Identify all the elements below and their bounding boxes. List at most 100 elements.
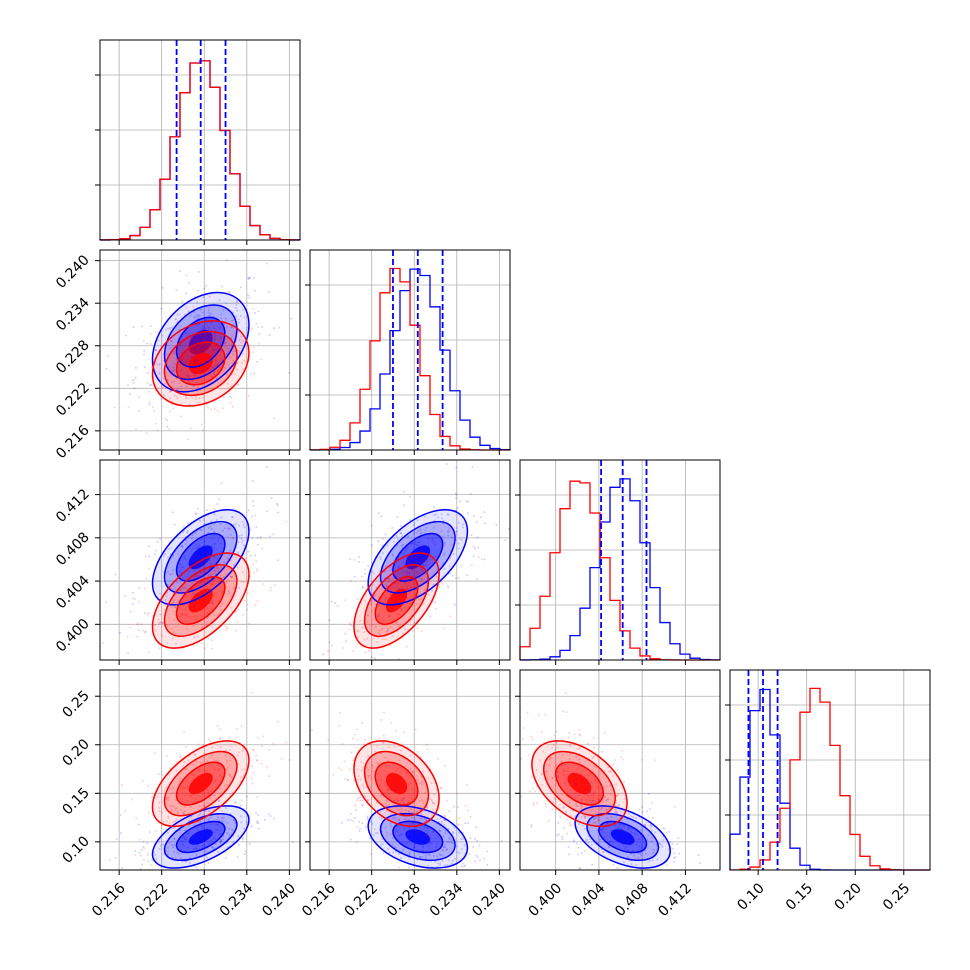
point-2-1-1-59 [390, 597, 393, 600]
point-2-1-0-108 [336, 605, 339, 608]
point-3-2-1-88 [602, 801, 605, 804]
point-3-1-0-164 [369, 837, 372, 840]
point-3-0-0-74 [243, 827, 246, 830]
point-3-2-0-242 [633, 854, 636, 857]
point-2-1-0-180 [425, 560, 428, 563]
point-3-1-0-212 [427, 854, 430, 857]
point-3-0-1-110 [217, 768, 220, 771]
point-1-0-0-100 [207, 327, 210, 330]
point-1-0-1-105 [170, 340, 173, 343]
point-3-1-0-197 [358, 830, 361, 833]
point-3-2-1-216 [592, 794, 595, 797]
point-3-0-1-235 [206, 759, 209, 762]
panel-0-0 [95, 39, 301, 245]
point-3-2-0-142 [640, 829, 643, 832]
point-3-2-1-234 [589, 799, 592, 802]
point-1-0-0-211 [234, 306, 237, 309]
point-3-1-1-114 [426, 806, 429, 809]
point-1-0-1-86 [154, 349, 157, 352]
point-3-1-0-101 [395, 829, 398, 832]
point-2-1-0-79 [408, 518, 411, 521]
point-3-2-0-39 [574, 796, 577, 799]
point-1-0-1-226 [195, 398, 198, 401]
point-3-2-1-227 [541, 772, 544, 775]
point-3-0-1-132 [167, 815, 170, 818]
point-3-1-1-190 [409, 767, 412, 770]
point-1-0-0-144 [235, 315, 238, 318]
point-3-2-1-30 [605, 785, 608, 788]
point-3-1-1-57 [369, 743, 372, 746]
point-1-0-0-250 [209, 368, 212, 371]
point-2-0-1-16 [272, 533, 275, 536]
point-2-0-1-178 [163, 608, 166, 611]
y-tick-label-1-0: 0.216 [53, 422, 93, 462]
point-1-0-0-177 [229, 395, 232, 398]
point-1-0-0-0 [189, 314, 192, 317]
point-3-1-0-206 [450, 862, 453, 865]
point-3-2-0-8 [622, 843, 625, 846]
frame-2-0 [99, 459, 301, 661]
point-3-0-1-198 [209, 782, 212, 785]
point-3-1-1-124 [388, 785, 391, 788]
point-3-2-0-214 [617, 827, 620, 830]
point-3-0-0-182 [182, 812, 185, 815]
contour-3-1-1-2 [353, 740, 440, 828]
point-3-0-1-45 [158, 801, 161, 804]
point-3-1-0-77 [430, 842, 433, 845]
fills-2-0 [152, 509, 249, 649]
frame-3-3 [729, 669, 931, 871]
fills-3-2 [531, 740, 671, 869]
point-3-0-0-113 [213, 794, 216, 797]
point-2-0-0-72 [201, 549, 204, 552]
point-3-0-0-201 [137, 823, 140, 826]
point-3-0-0-127 [114, 856, 117, 859]
point-2-1-1-195 [411, 548, 414, 551]
point-3-1-1-21 [351, 737, 354, 740]
point-3-1-0-32 [428, 845, 431, 848]
point-3-2-0-92 [616, 867, 619, 870]
point-3-2-0-181 [600, 848, 603, 851]
point-1-0-1-118 [231, 319, 234, 322]
point-3-2-0-221 [618, 830, 621, 833]
point-2-0-1-37 [226, 578, 229, 581]
point-2-0-0-160 [240, 534, 243, 537]
point-3-0-1-247 [215, 818, 218, 821]
point-2-0-0-34 [161, 622, 164, 625]
point-3-2-1-64 [554, 748, 557, 751]
point-2-1-0-7 [361, 586, 364, 589]
point-3-0-0-142 [173, 850, 176, 853]
point-1-0-0-58 [176, 320, 179, 323]
point-3-2-1-191 [600, 750, 603, 753]
point-2-0-1-163 [137, 600, 140, 603]
point-3-2-1-186 [535, 802, 538, 805]
point-1-0-0-193 [218, 299, 221, 302]
point-2-0-1-245 [183, 679, 185, 681]
point-2-1-0-75 [396, 516, 399, 519]
point-3-2-0-3 [675, 876, 677, 878]
point-3-2-1-232 [559, 782, 562, 785]
point-3-0-1-172 [161, 811, 164, 814]
point-3-1-1-25 [392, 799, 395, 802]
point-3-0-1-79 [250, 777, 253, 780]
point-1-0-0-66 [169, 390, 172, 393]
point-2-0-0-81 [252, 504, 255, 507]
point-3-2-0-111 [629, 843, 632, 846]
point-2-1-0-32 [412, 566, 415, 569]
point-2-0-0-1 [213, 508, 216, 511]
point-2-0-0-149 [160, 621, 163, 624]
point-3-0-1-186 [176, 811, 179, 814]
point-2-0-1-116 [171, 606, 174, 609]
point-3-2-1-122 [600, 829, 603, 832]
point-3-2-0-32 [621, 828, 624, 831]
panel-1-0 [95, 249, 301, 455]
point-2-1-0-144 [349, 624, 352, 627]
point-3-2-1-259 [534, 790, 537, 793]
point-1-0-1-246 [153, 409, 156, 412]
point-3-0-1-4 [181, 787, 184, 790]
point-3-0-1-80 [186, 799, 189, 802]
point-3-2-1-152 [533, 804, 536, 807]
point-3-0-1-31 [171, 804, 174, 807]
point-2-0-1-41 [246, 603, 249, 606]
point-3-2-1-226 [578, 728, 581, 731]
point-3-2-1-185 [580, 816, 583, 819]
